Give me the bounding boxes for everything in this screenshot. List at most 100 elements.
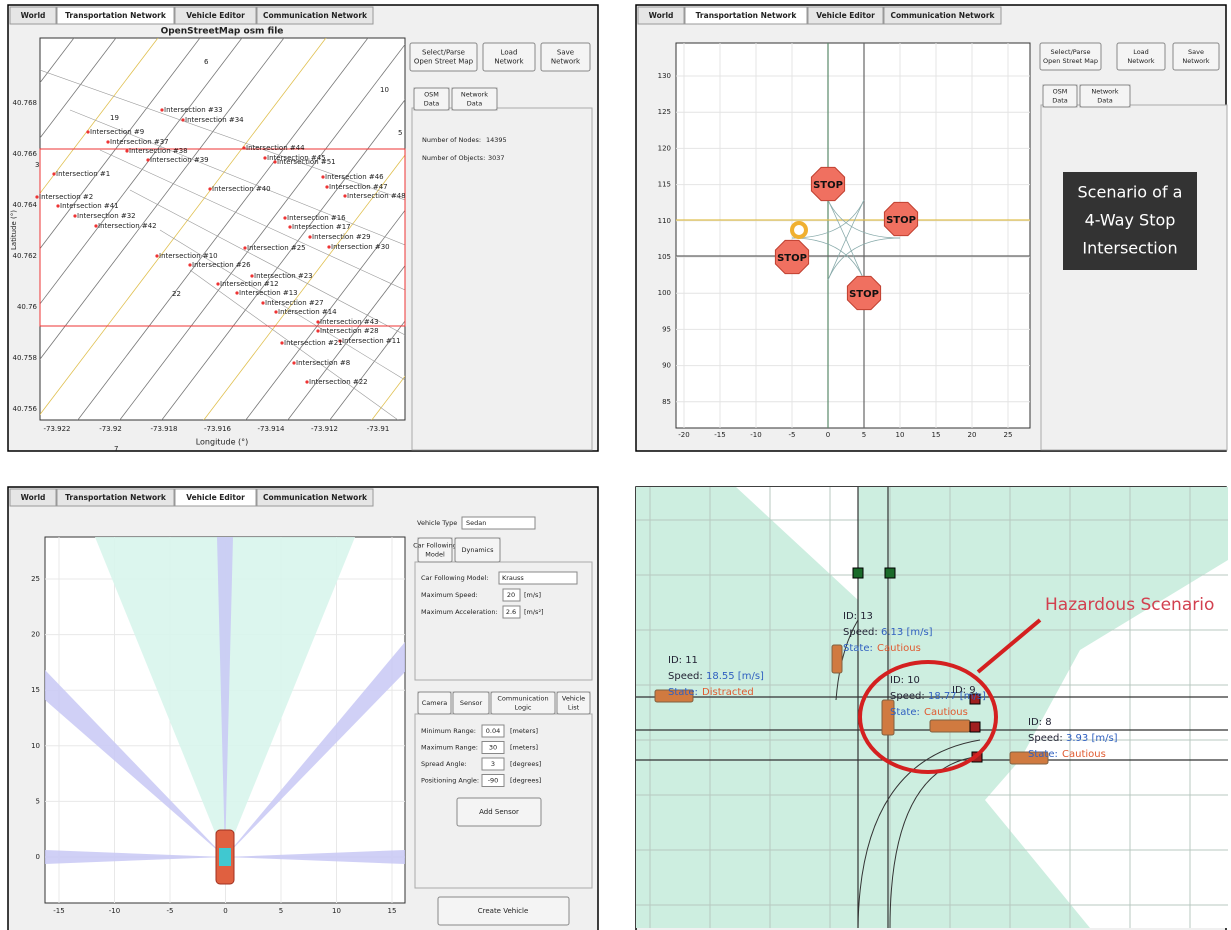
input[interactable] xyxy=(502,605,521,619)
tab-label[interactable]: Communication Network xyxy=(890,11,995,20)
subtab[interactable] xyxy=(451,87,498,111)
subtab-label[interactable]: Data xyxy=(1052,97,1068,105)
button[interactable] xyxy=(540,42,591,72)
tab[interactable] xyxy=(56,488,175,507)
button[interactable] xyxy=(1172,42,1220,71)
tab[interactable] xyxy=(807,6,884,25)
tab[interactable] xyxy=(56,6,175,25)
subtab-label[interactable]: Car Following xyxy=(413,542,457,550)
button-label[interactable]: Open Street Map xyxy=(414,58,474,66)
traffic-light xyxy=(852,567,864,579)
button[interactable] xyxy=(1116,42,1166,71)
tab-label[interactable]: Communication Network xyxy=(263,493,368,502)
input[interactable] xyxy=(481,774,505,787)
button-label[interactable]: Network xyxy=(1127,57,1154,65)
button-label[interactable]: Save xyxy=(1188,48,1204,56)
button-label[interactable]: Create Vehicle xyxy=(478,907,529,915)
button-label[interactable]: Save xyxy=(557,49,574,57)
subtab-label[interactable]: Data xyxy=(1097,97,1113,105)
tab[interactable] xyxy=(256,488,374,507)
subtab-label[interactable]: Model xyxy=(425,551,445,559)
subtab-label[interactable]: Data xyxy=(467,100,483,108)
button-label[interactable]: Network xyxy=(494,58,524,66)
field-value[interactable]: Krauss xyxy=(502,574,524,582)
subtab-label[interactable]: OSM xyxy=(424,91,439,99)
tab-label[interactable]: Transportation Network xyxy=(65,493,167,502)
subtab[interactable] xyxy=(1079,84,1131,108)
tab-label[interactable]: World xyxy=(21,493,46,502)
subtab-label[interactable]: Network xyxy=(1091,88,1118,96)
subtab-label[interactable]: Sensor xyxy=(460,699,483,707)
input[interactable] xyxy=(498,571,578,585)
intersection-label: Intersection #21 xyxy=(284,339,343,347)
tab-label[interactable]: Vehicle Editor xyxy=(186,11,245,20)
subtab[interactable] xyxy=(417,537,453,563)
subtab-label[interactable]: List xyxy=(568,704,580,712)
tab[interactable] xyxy=(174,488,257,507)
subtab-label[interactable]: Camera xyxy=(422,699,448,707)
button-label[interactable]: Load xyxy=(501,49,518,57)
subtab[interactable] xyxy=(1042,84,1078,108)
input[interactable] xyxy=(502,588,521,602)
subtab[interactable] xyxy=(454,537,501,563)
dropdown[interactable] xyxy=(461,516,536,530)
subtab[interactable] xyxy=(490,691,556,715)
button-label[interactable]: Load xyxy=(1133,48,1149,56)
button-label[interactable]: Open Street Map xyxy=(1043,57,1098,65)
button-label[interactable]: Select/Parse xyxy=(1051,48,1091,56)
tab[interactable] xyxy=(637,6,685,25)
state-label: State: xyxy=(668,687,698,698)
subtab-label[interactable]: Communication xyxy=(497,695,548,703)
y-tick-label: 0 xyxy=(36,853,40,861)
subtab[interactable] xyxy=(452,691,490,715)
subtab-label[interactable]: Logic xyxy=(515,704,532,712)
button-label[interactable]: Add Sensor xyxy=(479,808,519,816)
subtab-label[interactable]: Dynamics xyxy=(461,546,494,554)
state-value: Cautious xyxy=(924,707,968,718)
field-value[interactable]: 30 xyxy=(489,744,497,752)
input[interactable] xyxy=(481,757,505,771)
tab[interactable] xyxy=(9,488,57,507)
tab-label[interactable]: World xyxy=(649,11,674,20)
y-tick-label: 5 xyxy=(36,797,40,805)
tab-label[interactable]: World xyxy=(21,11,46,20)
tab[interactable] xyxy=(256,6,374,25)
field-value[interactable]: 0.04 xyxy=(486,727,500,735)
tab-label[interactable]: Transportation Network xyxy=(696,11,798,20)
input[interactable] xyxy=(481,724,505,738)
subtab-label[interactable]: Network xyxy=(461,91,488,99)
dropdown-value[interactable]: Sedan xyxy=(466,519,486,527)
tab-label[interactable]: Transportation Network xyxy=(65,11,167,20)
subtab[interactable] xyxy=(413,87,450,111)
subtab-label[interactable]: Data xyxy=(424,100,440,108)
button[interactable] xyxy=(409,42,478,72)
button[interactable] xyxy=(1039,42,1102,71)
field-value[interactable]: 3 xyxy=(491,760,495,768)
button[interactable] xyxy=(437,896,570,926)
field-value[interactable]: 20 xyxy=(507,591,515,599)
subtab[interactable] xyxy=(417,691,452,715)
field-label: Vehicle Type xyxy=(417,519,457,527)
button-label[interactable]: Network xyxy=(551,58,581,66)
subtab-label[interactable]: OSM xyxy=(1053,88,1068,96)
tab[interactable] xyxy=(174,6,257,25)
node-marker xyxy=(325,185,329,189)
button[interactable] xyxy=(456,797,542,827)
button[interactable] xyxy=(482,42,536,72)
field-value[interactable]: -90 xyxy=(488,777,499,785)
tab-label[interactable]: Vehicle Editor xyxy=(186,493,245,502)
tab-label[interactable]: Communication Network xyxy=(263,11,368,20)
intersection-label: Intersection #14 xyxy=(278,308,337,316)
subtab[interactable] xyxy=(556,691,591,715)
state-label: State: xyxy=(1028,749,1058,760)
input[interactable] xyxy=(481,741,505,754)
tab[interactable] xyxy=(684,6,808,25)
field-value[interactable]: 2.6 xyxy=(506,608,516,616)
button-label[interactable]: Network xyxy=(1182,57,1209,65)
tab-label[interactable]: Vehicle Editor xyxy=(816,11,875,20)
tab[interactable] xyxy=(883,6,1002,25)
tab[interactable] xyxy=(9,6,57,25)
road xyxy=(40,38,201,250)
button-label[interactable]: Select/Parse xyxy=(422,49,465,57)
subtab-label[interactable]: Vehicle xyxy=(562,695,585,703)
